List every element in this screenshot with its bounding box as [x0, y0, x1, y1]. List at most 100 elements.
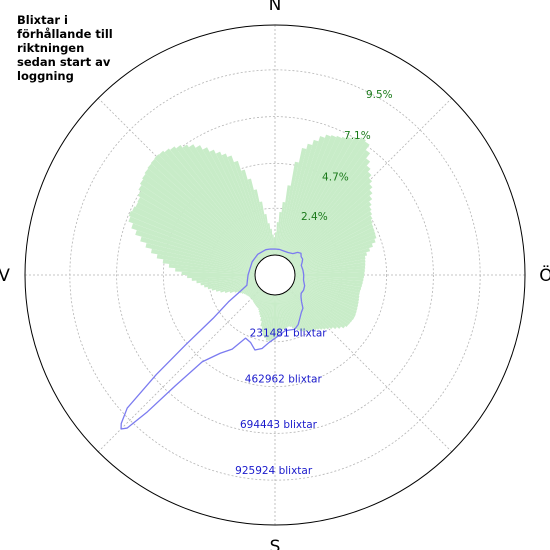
outer-circle [24, 24, 526, 526]
percent-bar [288, 288, 330, 330]
south-label: S [270, 537, 281, 550]
percent-bar [291, 286, 349, 327]
percent-bar [170, 146, 263, 260]
percent-bar [182, 144, 264, 259]
east-label: Ö [539, 264, 550, 286]
percent-bar [249, 288, 261, 299]
percent-bar [286, 291, 315, 331]
percent-bar [293, 238, 376, 269]
percent-bar [132, 206, 258, 267]
percent-bar [279, 143, 313, 256]
percent-bar [284, 292, 308, 332]
line-layer [120, 248, 306, 430]
percent-bar [287, 290, 320, 330]
percent-bar [277, 294, 285, 330]
percent-bar [128, 216, 257, 269]
percent-bar [138, 184, 259, 265]
percent-bar [273, 237, 275, 256]
percent-bar [291, 285, 353, 323]
percent-bar [248, 287, 260, 297]
percent-bar [294, 259, 366, 273]
percent-bar [255, 291, 265, 307]
percent-bar [259, 201, 272, 256]
percent-bar [290, 287, 342, 329]
percent-bar [241, 284, 258, 294]
title-line: riktningen [17, 41, 85, 55]
percent-bar [175, 268, 256, 275]
percent-bar [279, 294, 290, 327]
percent-bar [258, 293, 268, 313]
percent-bar [281, 293, 295, 329]
percent-bar [135, 202, 258, 267]
percent-bar [265, 294, 273, 341]
title-line: förhållande till [17, 27, 113, 41]
percent-tick-label: 7.1% [344, 130, 371, 142]
percent-bar [277, 185, 291, 256]
percent-bar [291, 285, 351, 325]
count-tick-label: 231481 blixtar [250, 328, 328, 340]
percent-bar [181, 271, 256, 275]
percent-bar [215, 151, 267, 258]
percent-bar [268, 294, 274, 341]
percent-bar [252, 290, 263, 303]
percent-bar [285, 137, 366, 259]
percent-bar [292, 284, 355, 320]
percent-bar [291, 210, 373, 265]
percent-bar [275, 222, 279, 256]
percent-bar [288, 289, 327, 330]
percent-bar [243, 285, 259, 295]
percent-bar [288, 171, 372, 261]
title-line: sedan start av [17, 55, 111, 69]
percent-bar [137, 191, 259, 265]
percent-bar [280, 294, 292, 328]
percent-bar [290, 201, 372, 264]
percent-bar [283, 135, 342, 258]
title-line: loggning [17, 69, 74, 83]
percent-bar [137, 197, 258, 266]
percent-bar [140, 236, 256, 271]
percent-bar [285, 291, 310, 332]
percent-bar [154, 154, 262, 262]
percent-bar [287, 158, 371, 260]
percent-bar [229, 281, 257, 294]
percent-bar [294, 265, 366, 274]
percent-bar [247, 178, 271, 256]
percent-bar [241, 169, 270, 256]
percent-bar [270, 294, 275, 340]
percent-bar [279, 147, 307, 256]
percent-bar [292, 227, 375, 267]
percent-tick-label: 2.4% [301, 211, 328, 223]
percent-bar [294, 252, 368, 271]
percent-bar [145, 242, 256, 271]
percent-bar [176, 145, 264, 260]
percent-bar [131, 223, 257, 269]
percent-bar [289, 183, 373, 262]
percent-bar [293, 281, 359, 309]
percent-bar [259, 293, 269, 318]
percent-bar [237, 283, 258, 293]
grid-circle [116, 116, 434, 434]
percent-bar [221, 153, 268, 257]
grid-circle [162, 162, 388, 388]
percent-bar [151, 248, 256, 272]
percent-bar [196, 276, 256, 284]
percent-bar [251, 289, 262, 301]
percent-bar [294, 276, 363, 285]
percent-bar [294, 280, 360, 303]
percent-bar [239, 283, 258, 294]
percent-bar [293, 282, 358, 312]
percent-bar [150, 158, 261, 262]
percent-bar [256, 292, 266, 308]
percent-bar [252, 289, 263, 301]
percent-bar [247, 286, 260, 297]
percent-bar [187, 275, 256, 279]
center-circle [254, 254, 296, 296]
percent-bar [278, 294, 287, 329]
percent-bar [259, 293, 269, 315]
percent-bar [188, 144, 265, 259]
percent-bar [260, 294, 270, 322]
percent-tick-label: 9.5% [366, 89, 393, 101]
percent-bar [257, 292, 267, 309]
percent-bar [294, 271, 365, 275]
count-tick-label: 462962 blixtar [245, 373, 323, 385]
